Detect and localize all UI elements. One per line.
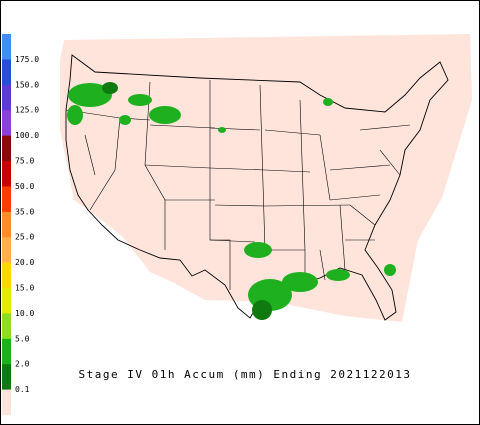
legend-label: 35.0 [15, 207, 34, 216]
legend-label: 10.0 [15, 309, 34, 318]
legend-swatch [2, 84, 11, 111]
legend-swatch [2, 211, 11, 238]
legend-label: 15.0 [15, 284, 34, 293]
legend-label: 20.0 [15, 258, 34, 267]
legend-label: 25.0 [15, 233, 34, 242]
legend-swatch [2, 338, 11, 365]
legend-swatch [2, 262, 11, 289]
legend-label: 125.0 [15, 106, 39, 115]
legend-label: 5.0 [15, 334, 30, 343]
legend-label: 75.0 [15, 157, 34, 166]
legend-label: 2.0 [15, 360, 30, 369]
legend-label: 150.0 [15, 80, 39, 89]
us-outline [65, 54, 449, 321]
legend-swatch [2, 288, 11, 314]
map-title: Stage IV 01h Accum (mm) Ending 202112201… [78, 368, 411, 381]
legend-label: 100.0 [15, 131, 39, 140]
legend-swatch [2, 313, 11, 340]
legend-swatch [2, 186, 11, 213]
legend-swatch [2, 110, 11, 136]
legend-swatch [2, 161, 11, 187]
legend-swatch [2, 34, 11, 60]
legend-swatch [2, 135, 11, 162]
legend-swatch [2, 389, 11, 416]
legend-label: 50.0 [15, 182, 34, 191]
legend-label: 0.1 [15, 385, 30, 394]
precip [67, 82, 396, 320]
legend-swatch [2, 364, 11, 390]
legend-swatch [2, 59, 11, 86]
state-lines [65, 80, 411, 290]
coverage-area [60, 34, 472, 322]
legend: 175.0 150.0 125.0 100.0 75.0 50.0 35.0 25.0 20.0… [2, 34, 39, 416]
legend-label: 175.0 [15, 55, 39, 64]
legend-swatch [2, 237, 11, 263]
